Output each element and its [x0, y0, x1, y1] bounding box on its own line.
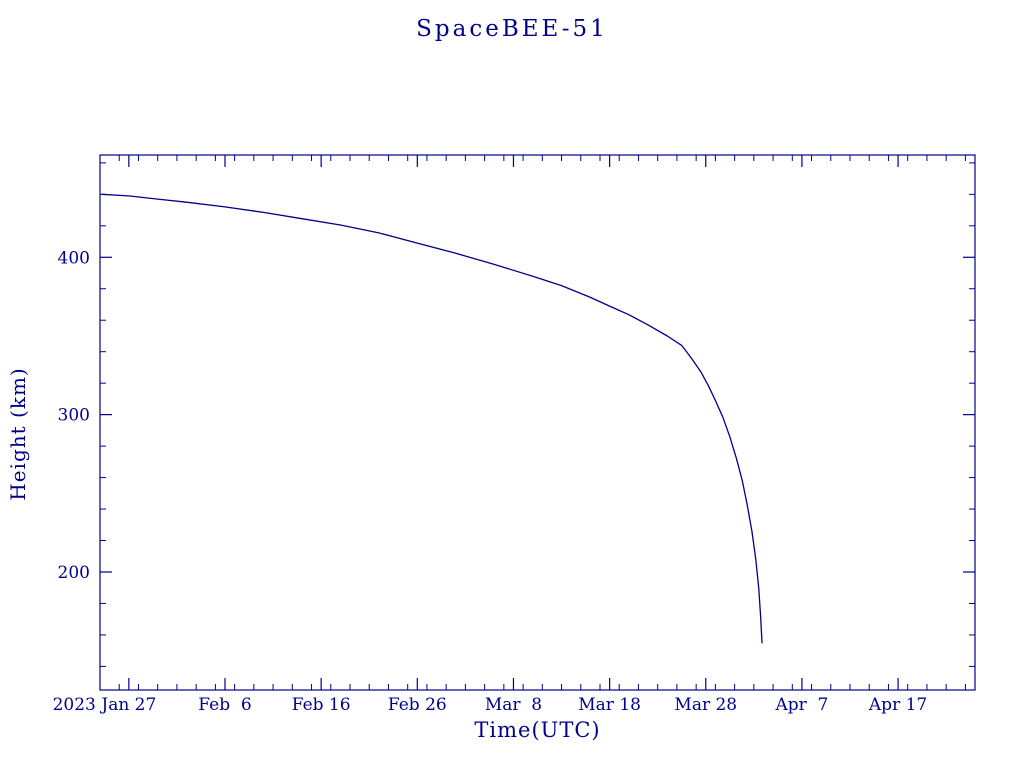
x-tick-label: Feb 16 [292, 695, 351, 715]
y-axis-label: Height (km) [6, 367, 30, 501]
x-tick-label: Mar 8 [485, 695, 542, 715]
x-tick-label: Mar 18 [578, 695, 641, 715]
y-tick-label: 200 [58, 563, 90, 583]
x-axis-label: Time(UTC) [474, 718, 601, 742]
x-tick-label: Mar 28 [674, 695, 737, 715]
plot-frame [99, 154, 976, 691]
x-tick-label: Apr 17 [868, 695, 927, 715]
x-axis-year-label: 2023 [53, 695, 96, 715]
height-decay-curve [101, 193, 763, 644]
x-tick-label: Jan 27 [99, 695, 156, 715]
x-tick-label: Feb 6 [198, 695, 251, 715]
x-tick-label: Apr 7 [774, 695, 828, 715]
chart-title: SpaceBEE-51 [416, 16, 608, 42]
x-tick-label: Feb 26 [388, 695, 447, 715]
y-tick-label: 300 [58, 406, 90, 426]
y-tick-label: 400 [58, 248, 90, 268]
